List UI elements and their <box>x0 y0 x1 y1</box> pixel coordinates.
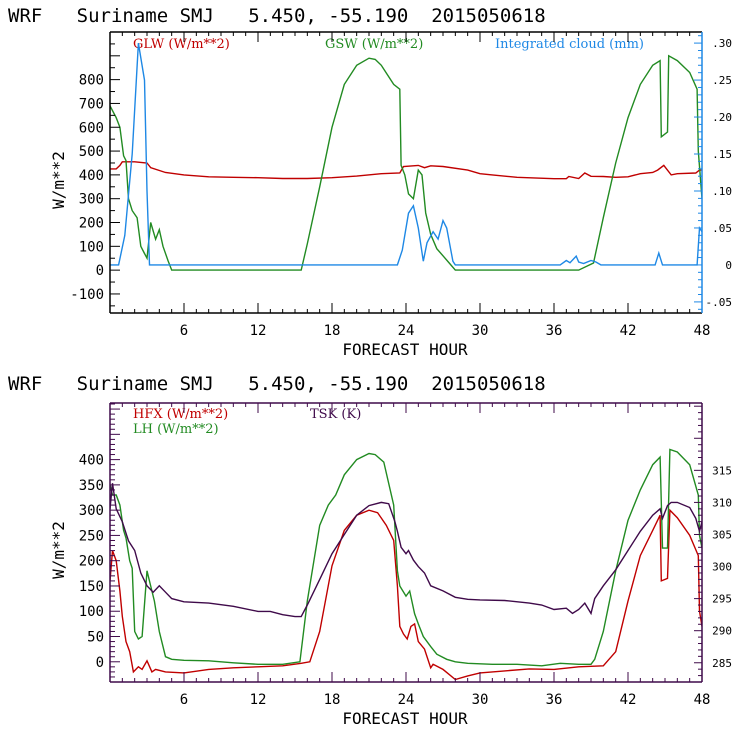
y2-tick-label: .25 <box>712 74 732 87</box>
y-tick-label: 100 <box>79 239 104 255</box>
flux-chart: WRF Suriname SMJ 5.450, -55.190 20150506… <box>8 373 732 728</box>
x-tick-label: 48 <box>694 692 711 708</box>
y2-tick-label: 0 <box>725 259 732 272</box>
y-tick-label: 200 <box>79 216 104 232</box>
y-tick-label: 0 <box>96 263 104 279</box>
x-axis-title: FORECAST HOUR <box>342 340 468 359</box>
chart-title: WRF Suriname SMJ 5.450, -55.190 20150506… <box>8 5 546 27</box>
x-tick-label: 24 <box>398 692 415 708</box>
y-tick-label: 50 <box>87 630 104 646</box>
y2-tick-label: .30 <box>712 37 732 50</box>
y-tick-label: 700 <box>79 96 104 112</box>
legend-item: Integrated cloud (mm) <box>495 37 644 52</box>
x-tick-label: 36 <box>546 323 563 339</box>
y-tick-label: 300 <box>79 192 104 208</box>
series-line-lh <box>110 448 702 667</box>
legend-item: LH (W/m**2) <box>133 422 219 437</box>
y2-tick-label: 315 <box>712 464 732 477</box>
y2-tick-label: 290 <box>712 625 732 638</box>
legend-item: TSK (K) <box>310 407 361 422</box>
y2-tick-label: 285 <box>712 657 732 670</box>
x-tick-label: 30 <box>472 692 489 708</box>
series-line-hfx <box>110 508 702 681</box>
y2-tick-label: 295 <box>712 593 732 606</box>
y-tick-label: 200 <box>79 554 104 570</box>
x-tick-label: 42 <box>620 323 637 339</box>
y-tick-label: 800 <box>79 73 104 89</box>
y-tick-label: 500 <box>79 144 104 160</box>
series-line-gsw <box>110 54 702 271</box>
x-tick-label: 36 <box>546 692 563 708</box>
series-group <box>110 448 702 681</box>
y-tick-label: 0 <box>96 655 104 671</box>
x-tick-label: 12 <box>250 692 267 708</box>
y-tick-label: 100 <box>79 604 104 620</box>
x-tick-label: 12 <box>250 323 267 339</box>
y-tick-label: 400 <box>79 453 104 469</box>
legend-item: HFX (W/m**2) <box>133 407 228 422</box>
y2-tick-label: .05 <box>712 222 732 235</box>
x-tick-label: 6 <box>180 692 188 708</box>
y2-tick-label: .15 <box>712 148 732 161</box>
y2-tick-label: 300 <box>712 561 732 574</box>
radiation-chart: WRF Suriname SMJ 5.450, -55.190 20150506… <box>8 5 732 359</box>
y-tick-label: 300 <box>79 503 104 519</box>
x-tick-label: 18 <box>324 323 341 339</box>
series-group <box>110 42 702 271</box>
y-tick-label: 400 <box>79 168 104 184</box>
y2-tick-label: .10 <box>712 185 732 198</box>
x-tick-label: 24 <box>398 323 415 339</box>
series-line-glw <box>110 161 702 180</box>
axes-group: 6 12 18 24 30 36 42 48 -100 0 100 200 300 400 500 600 70… <box>70 31 733 339</box>
legend-item: GSW (W/m**2) <box>325 37 423 52</box>
y-tick-label: 250 <box>79 528 104 544</box>
axes-group: 6 12 18 24 30 36 42 48 0 50 100 150 200 250 300 350 400 2… <box>79 402 732 708</box>
y2-tick-label: 310 <box>712 496 732 509</box>
y-axis-title: W/m**2 <box>49 521 68 579</box>
y2-tick-label: 305 <box>712 528 732 541</box>
x-tick-label: 48 <box>694 323 711 339</box>
chart-title: WRF Suriname SMJ 5.450, -55.190 20150506… <box>8 373 546 395</box>
y-tick-label: 600 <box>79 120 104 136</box>
y-tick-label: -100 <box>70 287 104 303</box>
y2-tick-label: -.05 <box>706 296 733 309</box>
y-tick-label: 150 <box>79 579 104 595</box>
x-axis-title: FORECAST HOUR <box>342 709 468 728</box>
legend-item: GLW (W/m**2) <box>133 37 230 52</box>
series-line-tsk <box>110 483 702 618</box>
y-axis-title: W/m**2 <box>49 151 68 209</box>
x-tick-label: 30 <box>472 323 489 339</box>
y2-tick-label: .20 <box>712 111 732 124</box>
x-tick-label: 6 <box>180 323 188 339</box>
x-tick-label: 18 <box>324 692 341 708</box>
y-tick-label: 350 <box>79 478 104 494</box>
series-line-integrated-cloud <box>110 42 702 266</box>
x-tick-label: 42 <box>620 692 637 708</box>
